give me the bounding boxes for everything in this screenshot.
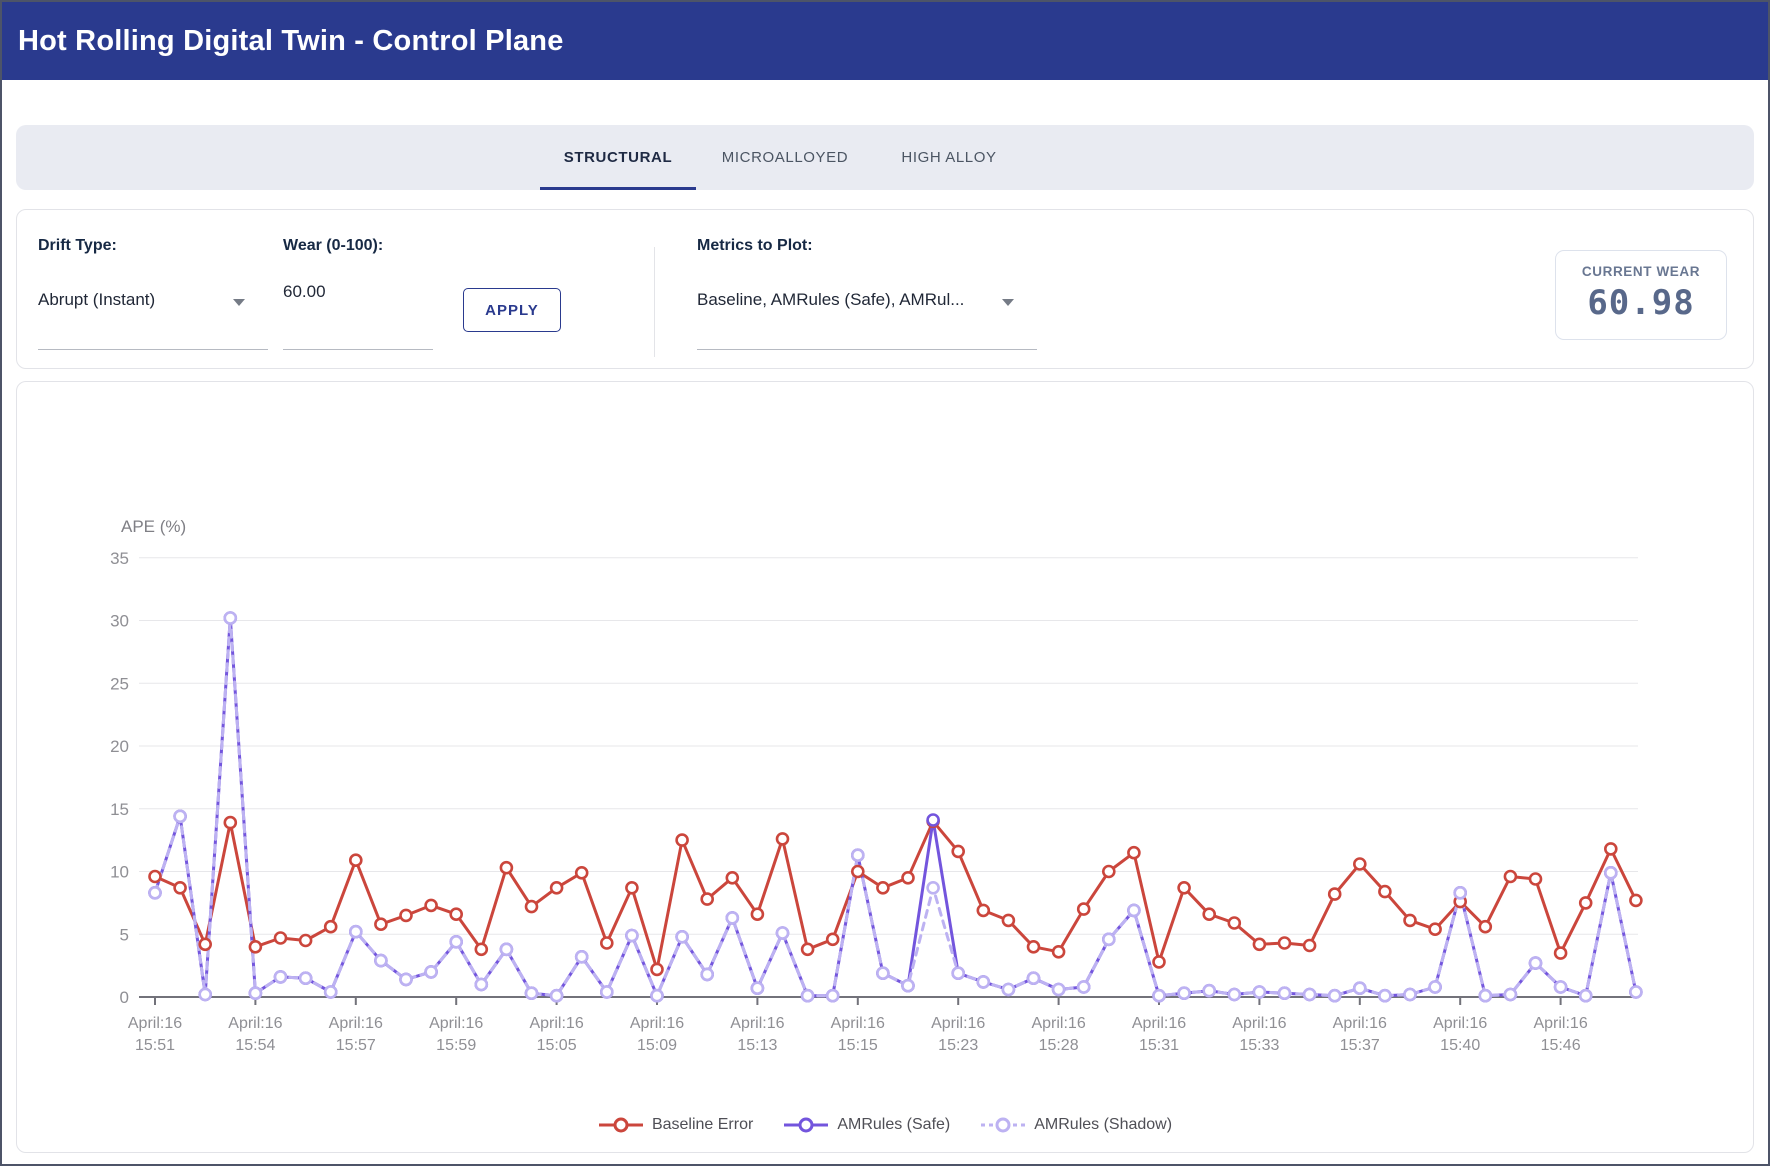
svg-text:15:40: 15:40 (1440, 1037, 1480, 1054)
svg-text:15:59: 15:59 (436, 1037, 476, 1054)
svg-text:15:51: 15:51 (135, 1037, 175, 1054)
metrics-select-underline (697, 349, 1037, 350)
svg-text:April:16: April:16 (329, 1015, 383, 1032)
drift-select-underline (38, 349, 268, 350)
svg-text:April:16: April:16 (529, 1015, 583, 1032)
legend-item-baseline[interactable]: Baseline Error (598, 1116, 753, 1134)
svg-text:April:16: April:16 (1132, 1015, 1186, 1032)
chart-legend: Baseline Error AMRules (Safe) AMRules (S… (17, 1116, 1753, 1134)
metrics-select[interactable]: Baseline, AMRules (Safe), AMRul... (697, 290, 965, 309)
active-tab-indicator (540, 187, 696, 190)
chevron-down-icon[interactable] (233, 299, 245, 306)
tab-structural[interactable]: STRUCTURAL (540, 125, 696, 190)
svg-text:5: 5 (120, 925, 129, 944)
svg-text:15:23: 15:23 (938, 1037, 978, 1054)
legend-line-marker-icon (598, 1117, 643, 1133)
svg-text:15:05: 15:05 (537, 1037, 577, 1054)
svg-text:April:16: April:16 (128, 1015, 182, 1032)
apply-button[interactable]: APPLY (463, 288, 561, 332)
tab-high-alloy[interactable]: HIGH ALLOY (874, 125, 1024, 190)
svg-text:April:16: April:16 (1031, 1015, 1085, 1032)
svg-text:April:16: April:16 (730, 1015, 784, 1032)
svg-text:25: 25 (110, 674, 129, 693)
svg-text:15:13: 15:13 (737, 1037, 777, 1054)
chart-card: 0 5 10 15 20 25 30 35 APE (%) April:16 15:51 April:… (16, 381, 1754, 1153)
material-tab-bar: STRUCTURAL MICROALLOYED HIGH ALLOY (16, 125, 1754, 190)
drift-type-label: Drift Type: (38, 237, 117, 254)
tab-group: STRUCTURAL MICROALLOYED HIGH ALLOY (540, 125, 1024, 190)
svg-text:April:16: April:16 (931, 1015, 985, 1032)
svg-text:April:16: April:16 (831, 1015, 885, 1032)
svg-text:15:09: 15:09 (637, 1037, 677, 1054)
tab-structural-label: STRUCTURAL (563, 149, 673, 166)
svg-text:15:28: 15:28 (1039, 1037, 1079, 1054)
legend-label: AMRules (Safe) (837, 1116, 951, 1133)
svg-text:30: 30 (110, 612, 129, 631)
controls-panel: Drift Type: Abrupt (Instant) Wear (0-100… (16, 209, 1754, 369)
legend-item-amrules-safe[interactable]: AMRules (Safe) (783, 1116, 950, 1134)
tab-microalloyed-label: MICROALLOYED (721, 149, 849, 166)
page-title: Hot Rolling Digital Twin - Control Plane (18, 24, 564, 57)
svg-text:April:16: April:16 (630, 1015, 684, 1032)
chevron-down-icon[interactable] (1002, 299, 1014, 306)
svg-text:April:16: April:16 (1232, 1015, 1286, 1032)
svg-text:APE (%): APE (%) (121, 517, 186, 536)
svg-text:15: 15 (110, 800, 129, 819)
wear-input[interactable] (283, 282, 433, 302)
svg-text:April:16: April:16 (1533, 1015, 1587, 1032)
current-wear-label: CURRENT WEAR (1581, 264, 1701, 279)
svg-text:15:57: 15:57 (336, 1037, 376, 1054)
wear-input-underline (283, 349, 433, 350)
svg-text:35: 35 (110, 549, 129, 568)
section-divider (654, 247, 655, 357)
svg-text:15:33: 15:33 (1239, 1037, 1279, 1054)
ape-chart[interactable]: 0 5 10 15 20 25 30 35 APE (%) April:16 15:51 April:… (17, 382, 1755, 1082)
svg-text:April:16: April:16 (1433, 1015, 1487, 1032)
legend-line-marker-icon (784, 1117, 829, 1133)
current-wear-box: CURRENT WEAR 60.98 (1555, 250, 1727, 340)
svg-text:15:15: 15:15 (838, 1037, 878, 1054)
svg-text:20: 20 (110, 737, 129, 756)
app-header: Hot Rolling Digital Twin - Control Plane (2, 2, 1768, 80)
wear-label: Wear (0-100): (283, 237, 384, 254)
svg-text:15:54: 15:54 (235, 1037, 275, 1054)
svg-text:April:16: April:16 (429, 1015, 483, 1032)
svg-text:15:46: 15:46 (1541, 1037, 1581, 1054)
legend-line-marker-icon (981, 1117, 1026, 1133)
legend-label: AMRules (Shadow) (1034, 1116, 1173, 1133)
svg-text:April:16: April:16 (1333, 1015, 1387, 1032)
drift-type-select[interactable]: Abrupt (Instant) (38, 290, 156, 309)
legend-label: Baseline Error (651, 1116, 754, 1133)
tab-microalloyed[interactable]: MICROALLOYED (696, 125, 874, 190)
svg-text:15:37: 15:37 (1340, 1037, 1380, 1054)
svg-text:0: 0 (120, 988, 129, 1007)
svg-text:15:31: 15:31 (1139, 1037, 1179, 1054)
legend-item-amrules-shadow[interactable]: AMRules (Shadow) (980, 1116, 1172, 1134)
tab-high-alloy-label: HIGH ALLOY (901, 149, 997, 166)
current-wear-value: 60.98 (1587, 283, 1695, 323)
svg-text:10: 10 (110, 863, 129, 882)
metrics-label: Metrics to Plot: (697, 237, 813, 254)
svg-text:April:16: April:16 (228, 1015, 282, 1032)
